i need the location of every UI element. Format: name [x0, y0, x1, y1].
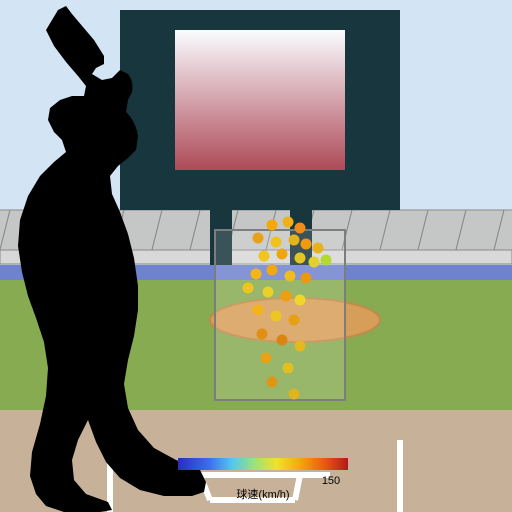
pitch-point: [267, 377, 278, 388]
pitch-point: [295, 295, 306, 306]
pitch-point: [251, 269, 262, 280]
pitch-point: [295, 253, 306, 264]
pitch-point: [263, 287, 274, 298]
pitch-point: [243, 283, 254, 294]
colorbar-axis-label: 球速(km/h): [236, 487, 289, 501]
pitch-point: [257, 329, 268, 340]
pitch-point: [283, 363, 294, 374]
pitch-point: [289, 235, 300, 246]
pitch-point: [295, 223, 306, 234]
pitch-point: [277, 249, 288, 260]
pitch-point: [271, 237, 282, 248]
pitch-point: [309, 257, 320, 268]
pitch-point: [321, 255, 332, 266]
pitch-point: [267, 265, 278, 276]
pitch-point: [313, 243, 324, 254]
pitch-point: [289, 315, 300, 326]
pitch-point: [289, 389, 300, 400]
pitch-point: [253, 233, 264, 244]
pitch-point: [281, 291, 292, 302]
pitch-point: [285, 271, 296, 282]
scoreboard-screen: [175, 30, 345, 170]
pitch-point: [277, 335, 288, 346]
pitch-point: [301, 273, 312, 284]
pitch-point: [261, 353, 272, 364]
pitch-point: [253, 305, 264, 316]
pitch-point: [267, 220, 278, 231]
colorbar-tick-100: 100: [186, 475, 204, 487]
pitch-point: [283, 217, 294, 228]
pitch-point: [259, 251, 270, 262]
pitch-point: [271, 311, 282, 322]
pitch-point: [295, 341, 306, 352]
pitch-point: [301, 239, 312, 250]
colorbar-tick-150: 150: [322, 475, 340, 487]
